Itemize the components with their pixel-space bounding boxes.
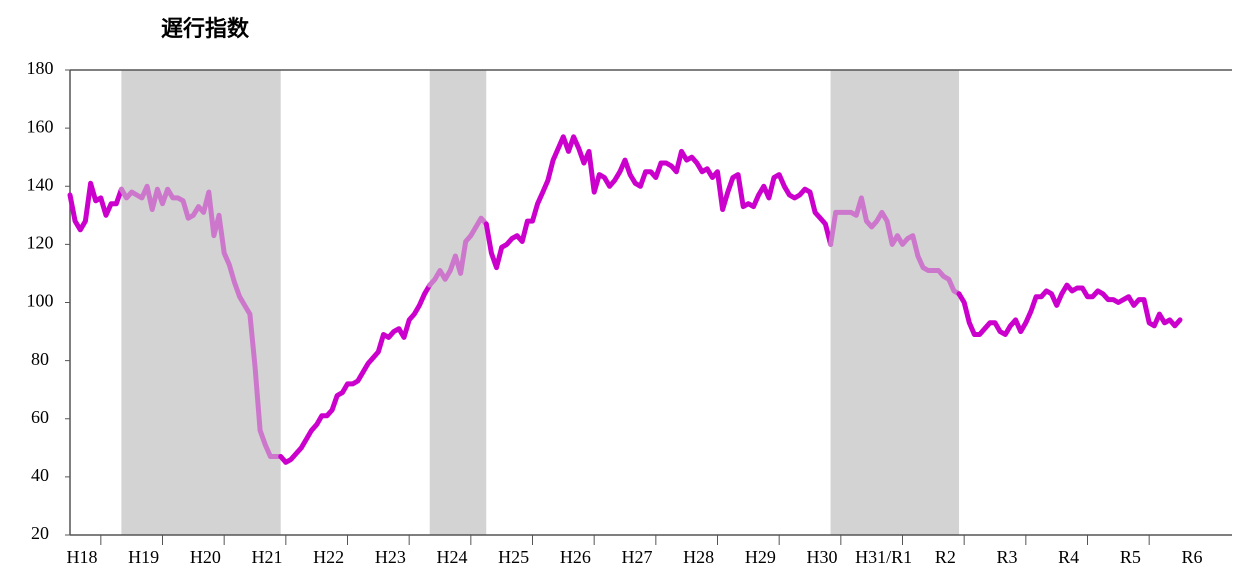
x-tick-label: H29	[745, 547, 776, 567]
y-tick-label: 160	[27, 116, 54, 136]
x-tick-label: R3	[996, 547, 1017, 567]
x-tick-label: H24	[437, 547, 468, 567]
chart-title: 遅行指数	[161, 16, 250, 42]
y-tick-label: 120	[27, 233, 54, 253]
index-line	[67, 180, 124, 233]
x-tick-label: H23	[375, 547, 406, 567]
x-tick-label: H22	[313, 547, 344, 567]
index-line	[828, 195, 962, 297]
x-tick-label: H19	[128, 547, 159, 567]
x-tick-label: H26	[560, 547, 591, 567]
y-tick-label: 80	[31, 349, 49, 369]
recession-shade	[429, 70, 487, 535]
y-tick-label: 140	[27, 174, 54, 194]
y-tick-label: 40	[31, 465, 49, 485]
x-tick-label: H21	[252, 547, 283, 567]
x-tick-label: H18	[67, 547, 98, 567]
y-tick-label: 60	[31, 407, 49, 427]
y-tick-label: 180	[27, 58, 54, 78]
x-tick-label: R2	[935, 547, 956, 567]
x-tick-label: H28	[683, 547, 714, 567]
x-tick-label: H25	[498, 547, 529, 567]
x-tick-label: H30	[807, 547, 838, 567]
index-line	[278, 282, 433, 465]
y-tick-label: 100	[27, 291, 54, 311]
index-line	[427, 215, 489, 288]
y-tick-label: 20	[31, 523, 49, 543]
index-line	[483, 134, 834, 271]
recession-shade	[121, 70, 281, 535]
x-tick-label: H20	[190, 547, 221, 567]
index-line	[118, 183, 284, 459]
x-tick-label: R6	[1181, 547, 1202, 567]
index-line	[956, 282, 1183, 337]
x-tick-label: R4	[1058, 547, 1079, 567]
x-tick-label: H31/R1	[855, 547, 912, 567]
x-tick-label: H27	[622, 547, 653, 567]
x-tick-label: R5	[1120, 547, 1141, 567]
recession-shade	[830, 70, 960, 535]
